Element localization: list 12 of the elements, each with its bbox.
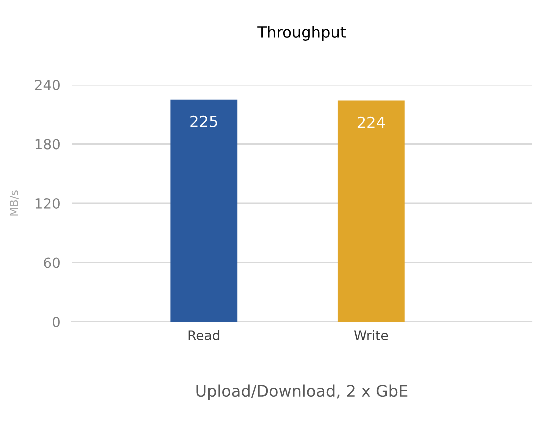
x-tick-label: Read xyxy=(188,330,220,341)
y-tick-label: 180 xyxy=(36,139,60,150)
chart-title: Throughput xyxy=(258,26,346,41)
x-tick-label: Write xyxy=(354,330,388,341)
y-axis-title: MB/s xyxy=(10,190,20,216)
y-tick-label: 240 xyxy=(35,80,60,90)
y-tick-label: 60 xyxy=(44,258,60,268)
y-tick-label: 0 xyxy=(52,316,60,328)
data-label: 224 xyxy=(358,116,386,128)
data-label: 225 xyxy=(190,116,218,128)
y-tick-label: 120 xyxy=(36,198,60,209)
x-axis-title: Upload/Download, 2 x GbE xyxy=(196,384,408,400)
